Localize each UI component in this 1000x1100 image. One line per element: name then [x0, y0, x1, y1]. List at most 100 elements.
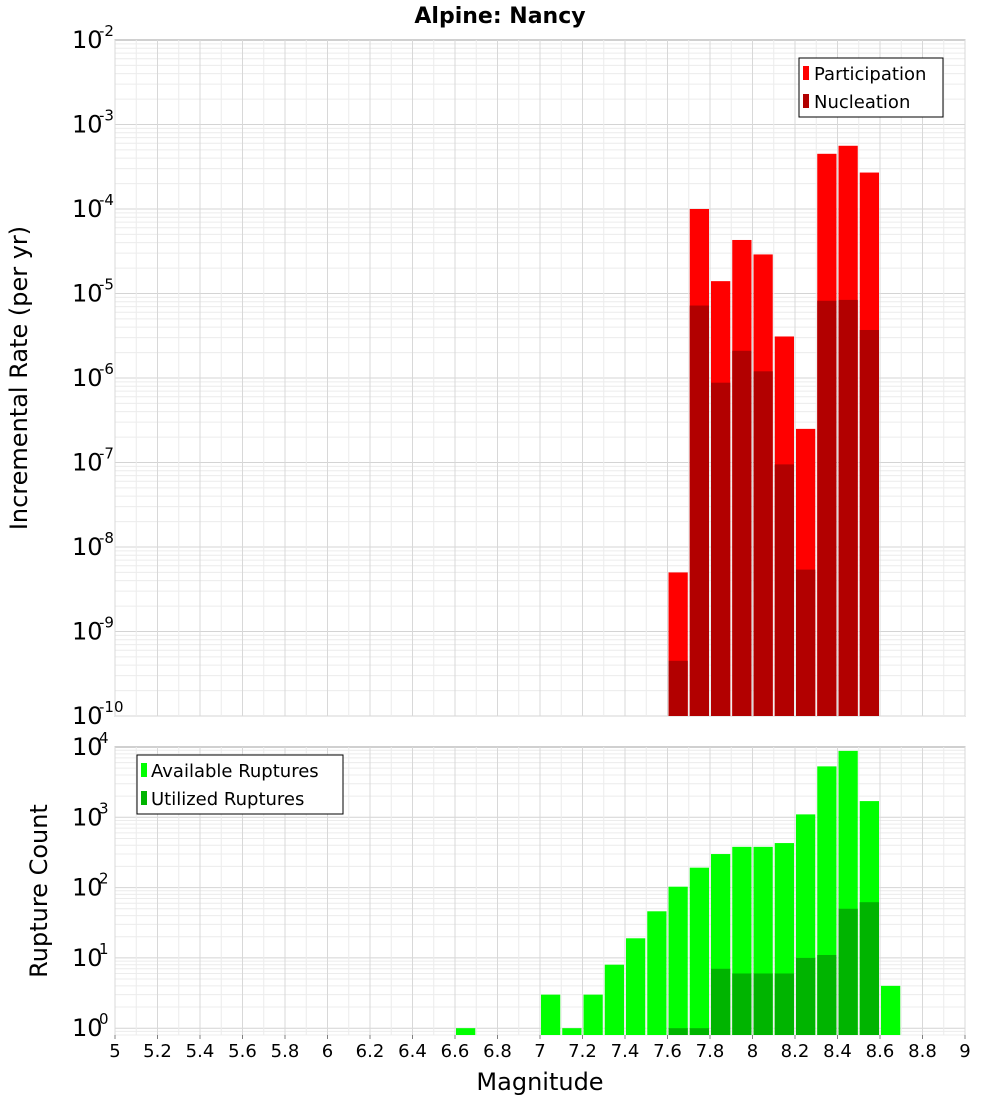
nucleation-legend-swatch — [803, 94, 809, 108]
rupture-legend-box — [136, 754, 344, 815]
y-tick-label: 100 — [72, 1010, 109, 1042]
rupture-bar-inner — [732, 973, 752, 1035]
y-tick-label: 10-3 — [72, 107, 114, 139]
rupture-bar-inner — [711, 968, 731, 1035]
rupture-bar-outer — [456, 1028, 476, 1035]
y-tick-exponent: -5 — [99, 276, 114, 294]
y-tick-exponent: -9 — [99, 614, 114, 632]
x-tick-label: 7.6 — [653, 1041, 682, 1062]
available-legend-swatch — [141, 763, 147, 777]
y-tick-base: 10 — [72, 195, 103, 223]
y-tick-exponent: -4 — [99, 191, 114, 209]
y-tick-base: 10 — [72, 26, 103, 54]
top-y-axis-label: Incremental Rate (per yr) — [5, 226, 33, 530]
x-tick-label: 8.6 — [866, 1041, 895, 1062]
rupture-bar-inner — [796, 957, 816, 1035]
y-tick-label: 10-8 — [72, 529, 114, 561]
rupture-bar-inner — [859, 902, 879, 1035]
x-tick-label: 6.6 — [441, 1041, 470, 1062]
x-tick-label: 8.8 — [908, 1041, 937, 1062]
y-tick-base: 10 — [72, 449, 103, 477]
y-tick-exponent: 4 — [99, 729, 109, 747]
y-tick-label: 10-4 — [72, 191, 114, 223]
y-tick-label: 10-7 — [72, 445, 114, 477]
x-tick-label: 5.2 — [143, 1041, 172, 1062]
available-legend-label: Available Ruptures — [151, 761, 319, 782]
x-tick-label: 7.4 — [611, 1041, 640, 1062]
rupture-bar-inner — [753, 973, 773, 1035]
rupture-bar-outer — [583, 994, 603, 1035]
utilized-legend-label: Utilized Ruptures — [151, 789, 304, 810]
chart-title: Alpine: Nancy — [414, 4, 585, 29]
y-tick-base: 10 — [72, 803, 103, 831]
top-y-tick-labels: 10-210-310-410-510-610-710-810-910-10 — [72, 22, 124, 730]
y-tick-base: 10 — [72, 944, 103, 972]
rupture-bar-inner — [817, 954, 837, 1035]
x-tick-label: 5.8 — [271, 1041, 300, 1062]
y-tick-exponent: -6 — [99, 360, 114, 378]
rate-bar-inner — [668, 660, 688, 716]
x-tick-label: 5.6 — [228, 1041, 257, 1062]
rate-legend-box — [798, 57, 944, 118]
rupture-bar-outer — [562, 1028, 582, 1035]
x-tick-label: 5.4 — [186, 1041, 215, 1062]
x-tick-label: 6 — [322, 1041, 333, 1062]
x-tick-label: 6.2 — [356, 1041, 385, 1062]
rupture-bar-outer — [668, 886, 688, 1035]
y-tick-exponent: 0 — [99, 1010, 109, 1028]
rate-bars — [668, 145, 879, 717]
y-tick-base: 10 — [72, 1014, 103, 1042]
rupture-legend: Available Ruptures Utilized Ruptures — [136, 754, 344, 815]
y-tick-base: 10 — [72, 733, 103, 761]
rupture-bar-inner — [668, 1028, 688, 1035]
y-tick-exponent: -10 — [99, 698, 124, 716]
rupture-count-bars — [456, 750, 901, 1035]
rupture-bar-outer — [541, 994, 561, 1035]
x-axis-label: Magnitude — [476, 1068, 603, 1096]
x-tick-label: 6.8 — [483, 1041, 512, 1062]
rupture-bar-inner — [838, 908, 858, 1035]
rate-bar-inner — [711, 382, 731, 716]
x-tick-label: 8.2 — [781, 1041, 810, 1062]
x-tick-label: 5 — [109, 1041, 120, 1062]
rate-bar-inner — [753, 371, 773, 716]
y-tick-label: 10-10 — [72, 698, 124, 730]
participation-legend-swatch — [803, 66, 809, 80]
y-tick-label: 103 — [72, 799, 109, 831]
y-tick-exponent: -2 — [99, 22, 114, 40]
y-tick-exponent: -8 — [99, 529, 114, 547]
y-tick-base: 10 — [72, 618, 103, 646]
rate-bar-inner — [774, 464, 794, 716]
rate-bar-inner — [859, 329, 879, 716]
y-tick-label: 10-5 — [72, 276, 114, 308]
rate-legend: Participation Nucleation — [798, 57, 944, 118]
y-tick-label: 10-2 — [72, 22, 114, 54]
rate-bar-inner — [838, 299, 858, 716]
nucleation-legend-label: Nucleation — [814, 92, 910, 113]
x-tick-label: 8.4 — [823, 1041, 852, 1062]
rupture-bar-outer — [604, 964, 624, 1035]
y-tick-label: 102 — [72, 870, 109, 902]
rate-bar-inner — [817, 300, 837, 716]
rupture-bar-outer — [647, 911, 667, 1035]
utilized-legend-swatch — [141, 791, 147, 805]
y-tick-base: 10 — [72, 702, 103, 730]
y-tick-base: 10 — [72, 364, 103, 392]
y-tick-label: 10-9 — [72, 614, 114, 646]
rate-bar-inner — [732, 350, 752, 716]
rupture-bar-inner — [689, 1028, 709, 1035]
x-tick-label: 6.4 — [398, 1041, 427, 1062]
y-tick-exponent: 2 — [99, 870, 109, 888]
y-tick-base: 10 — [72, 533, 103, 561]
y-tick-exponent: 3 — [99, 799, 109, 817]
participation-legend-label: Participation — [814, 64, 926, 85]
y-tick-base: 10 — [72, 111, 103, 139]
rupture-bar-outer — [689, 867, 709, 1035]
x-tick-labels: 5 5.2 5.4 5.6 5.8 6 6.2 6.4 6.6 6.8 7 7.2 7.4 7.6 7.8 8… — [109, 1035, 971, 1062]
y-tick-label: 10-6 — [72, 360, 114, 392]
participation-rate-panel: 10-210-310-410-510-610-710-810-910-10 In… — [5, 22, 966, 730]
bottom-y-axis-label: Rupture Count — [25, 804, 53, 978]
